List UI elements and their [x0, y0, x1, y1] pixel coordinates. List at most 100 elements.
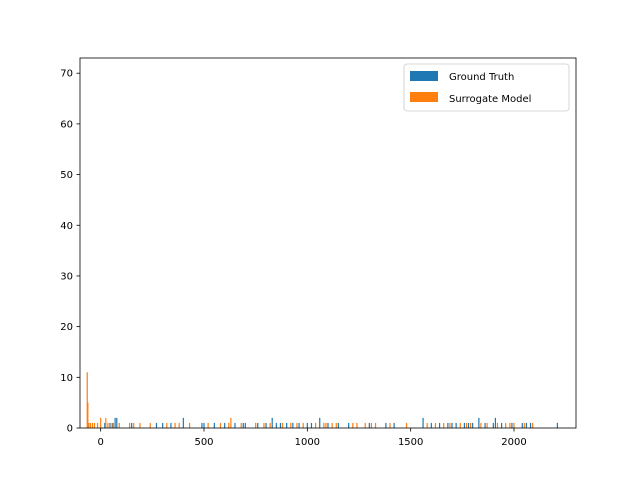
- bar-ground-truth-7: [162, 422, 164, 428]
- x-tick-label: 1500: [398, 437, 423, 448]
- bar-surrogate-model-40: [370, 422, 372, 428]
- bar-surrogate-model-0: [86, 372, 88, 428]
- bar-surrogate-model-41: [374, 422, 377, 428]
- bar-surrogate-model-36: [335, 422, 337, 428]
- bar-surrogate-model-21: [219, 422, 222, 428]
- bar-surrogate-model-17: [174, 422, 176, 428]
- bar-ground-truth-20: [275, 422, 277, 428]
- bar-surrogate-model-8: [105, 417, 107, 428]
- bar-ground-truth-5: [131, 422, 133, 428]
- x-axis: 0 500 1000 1500 2000: [97, 428, 527, 448]
- y-tick-label: 60: [60, 119, 73, 130]
- x-tick-label: 0: [97, 437, 103, 448]
- bar-ground-truth-26: [310, 422, 313, 428]
- bar-surrogate-model-49: [465, 422, 468, 428]
- bar-ground-truth-40: [463, 422, 465, 428]
- bar-surrogate-model-14: [139, 422, 141, 428]
- y-tick-label: 0: [67, 424, 73, 435]
- bar-surrogate-model-11: [118, 422, 120, 428]
- bar-surrogate-model-51: [480, 422, 482, 428]
- bar-ground-truth-49: [521, 422, 523, 428]
- y-axis: 0 10 20 30 40 50 60 70: [60, 69, 80, 435]
- bar-surrogate-model-38: [356, 422, 358, 428]
- bar-surrogate-model-7: [100, 417, 102, 428]
- legend-label-surrogate-model: Surrogate Model: [449, 94, 531, 105]
- bar-ground-truth-41: [467, 422, 470, 428]
- bar-ground-truth-24: [298, 422, 300, 428]
- bar-ground-truth-21: [279, 422, 282, 428]
- bar-surrogate-model-15: [149, 422, 151, 428]
- bar-ground-truth-29: [337, 422, 339, 428]
- bar-ground-truth-16: [244, 422, 246, 428]
- bar-ground-truth-46: [494, 417, 496, 428]
- bar-surrogate-model-30: [296, 422, 298, 428]
- bar-ground-truth-45: [492, 422, 494, 428]
- y-tick-label: 10: [60, 373, 73, 384]
- bar-ground-truth-4: [116, 417, 118, 428]
- bar-ground-truth-23: [292, 422, 294, 428]
- plot-area: [79, 57, 577, 429]
- bar-ground-truth-12: [213, 422, 215, 428]
- bar-surrogate-model-28: [281, 422, 284, 428]
- bar-surrogate-model-20: [207, 422, 209, 428]
- bar-surrogate-model-33: [323, 422, 325, 428]
- bar-surrogate-model-13: [133, 422, 135, 428]
- bar-surrogate-model-10: [111, 422, 113, 428]
- bar-ground-truth-17: [257, 422, 259, 428]
- bar-surrogate-model-25: [255, 422, 257, 428]
- bar-surrogate-model-29: [290, 422, 292, 428]
- legend: Ground Truth Surrogate Model: [403, 63, 570, 112]
- bar-ground-truth-10: [201, 422, 203, 428]
- bar-surrogate-model-6: [96, 422, 99, 428]
- axes-frame: [79, 57, 577, 429]
- bar-surrogate-model-9: [107, 422, 109, 428]
- bar-surrogate-model-12: [129, 422, 131, 428]
- bar-ground-truth-35: [430, 422, 432, 428]
- bar-surrogate-model-35: [331, 422, 333, 428]
- bar-surrogate-model-16: [166, 422, 168, 428]
- bars-layer: [86, 372, 558, 428]
- bar-ground-truth-2: [112, 422, 114, 428]
- bar-surrogate-model-44: [426, 422, 428, 428]
- bar-surrogate-model-45: [434, 422, 437, 428]
- legend-label-ground-truth: Ground Truth: [449, 72, 514, 83]
- bar-ground-truth-37: [447, 422, 449, 428]
- x-tick-label: 500: [194, 437, 213, 448]
- bar-ground-truth-27: [319, 417, 321, 428]
- bar-ground-truth-34: [422, 417, 424, 428]
- legend-box: [403, 63, 570, 112]
- bar-ground-truth-31: [368, 422, 370, 428]
- bar-ground-truth-44: [484, 422, 486, 428]
- y-tick-label: 50: [60, 170, 73, 181]
- bar-surrogate-model-54: [505, 422, 507, 428]
- bar-ground-truth-50: [525, 422, 527, 428]
- bar-ground-truth-22: [286, 422, 288, 428]
- bar-surrogate-model-47: [449, 422, 451, 428]
- bar-ground-truth-13: [224, 422, 226, 428]
- bar-surrogate-model-56: [513, 422, 515, 428]
- bar-surrogate-model-48: [459, 422, 461, 428]
- bar-ground-truth-6: [155, 422, 158, 428]
- bar-surrogate-model-24: [240, 422, 242, 428]
- bar-surrogate-model-3: [89, 422, 91, 428]
- bar-ground-truth-3: [114, 417, 116, 428]
- bar-surrogate-model-2: [88, 422, 90, 428]
- bar-surrogate-model-18: [178, 422, 180, 428]
- bar-ground-truth-43: [478, 417, 480, 428]
- bar-ground-truth-30: [348, 422, 350, 428]
- bar-ground-truth-33: [393, 422, 395, 428]
- bar-surrogate-model-34: [325, 422, 327, 428]
- bar-surrogate-model-57: [523, 422, 525, 428]
- bar-surrogate-model-55: [509, 422, 511, 428]
- bar-ground-truth-51: [529, 422, 532, 428]
- bar-ground-truth-9: [182, 417, 184, 428]
- bar-surrogate-model-37: [352, 422, 354, 428]
- bar-ground-truth-8: [170, 422, 172, 428]
- bar-surrogate-model-5: [93, 422, 96, 428]
- bar-surrogate-model-22: [228, 422, 230, 428]
- y-tick-label: 30: [60, 271, 73, 282]
- y-tick-label: 40: [60, 221, 73, 232]
- bar-ground-truth-38: [451, 422, 453, 428]
- bar-ground-truth-36: [439, 422, 441, 428]
